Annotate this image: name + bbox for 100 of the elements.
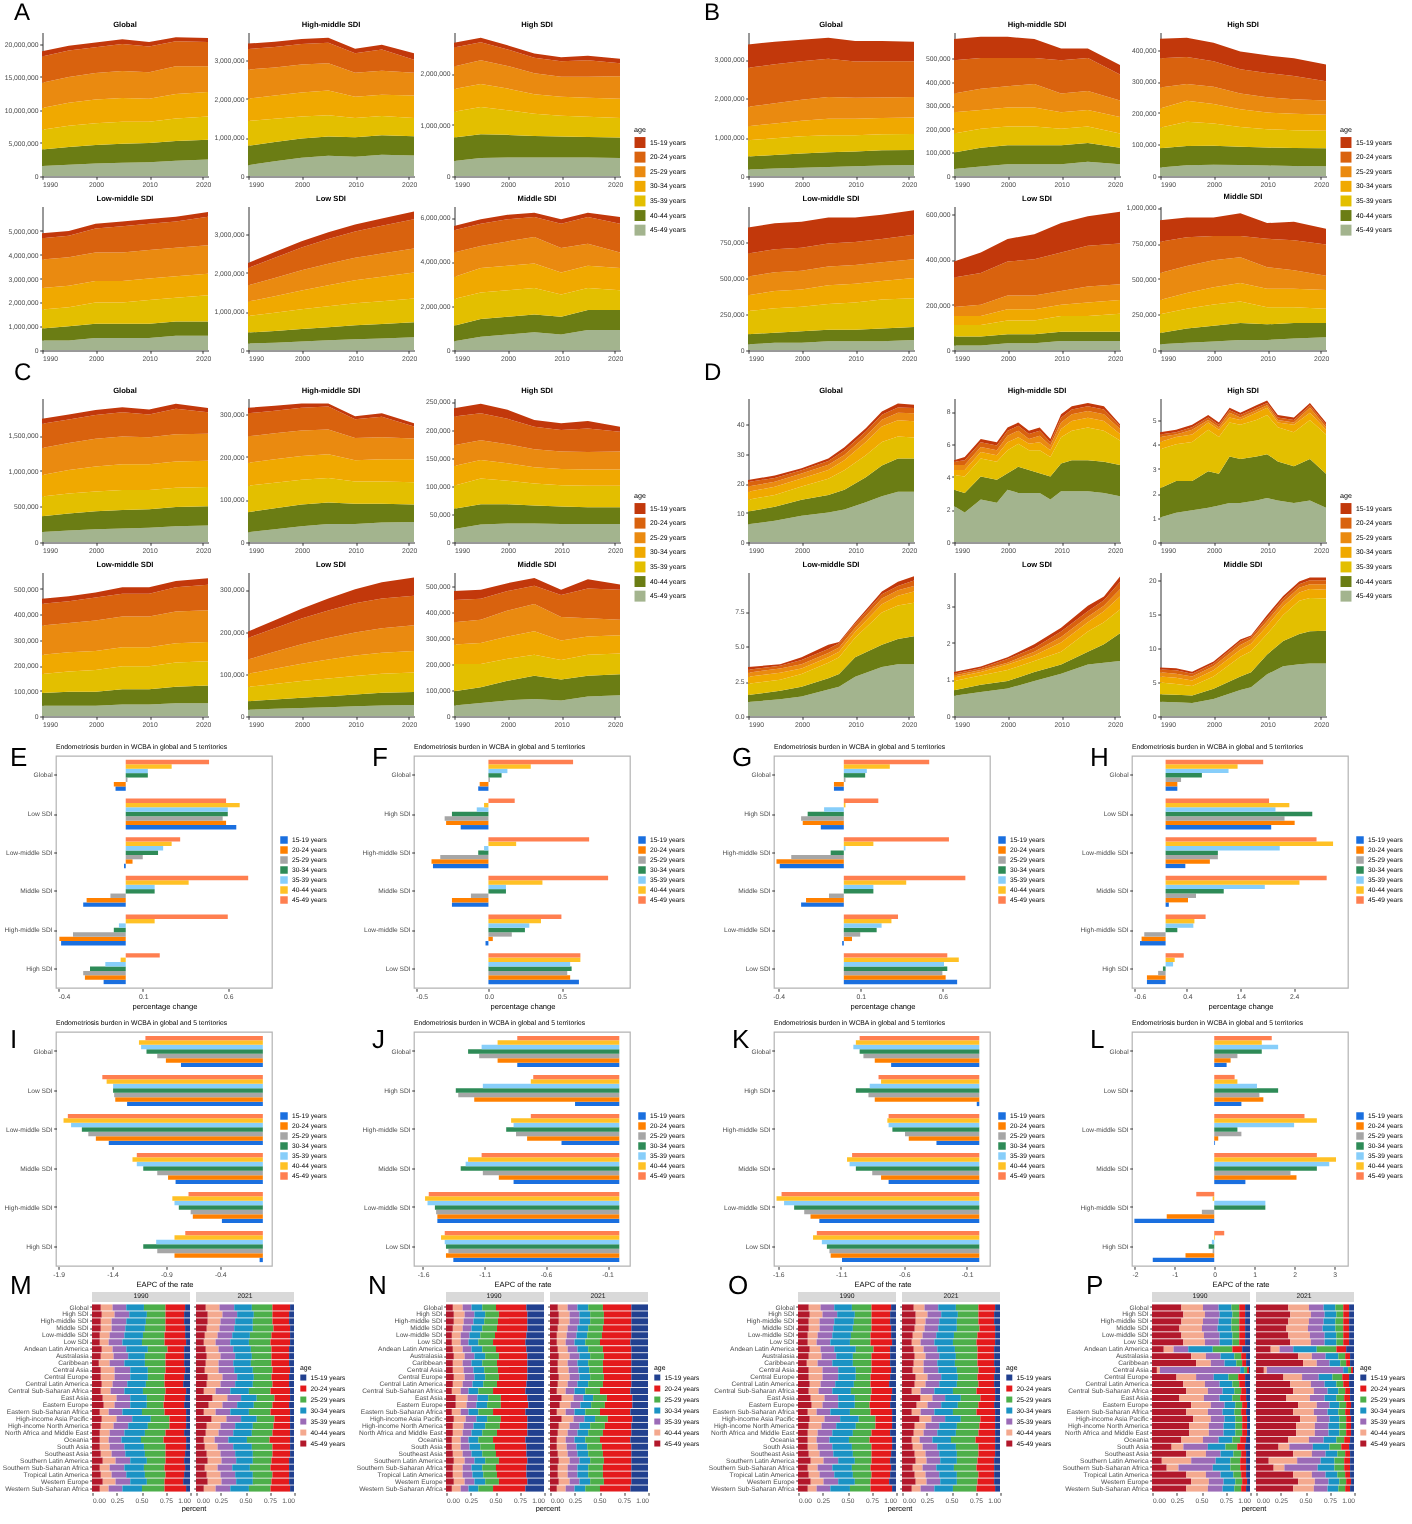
bar [141,1485,165,1492]
bar [92,1464,100,1471]
bar [1214,1097,1264,1102]
bar [556,1381,567,1388]
bar [956,1450,979,1457]
bar [937,1360,955,1367]
bar [630,1450,647,1457]
bar [1240,1408,1246,1415]
bar [450,1485,460,1492]
bar [630,1381,647,1388]
bar [165,1325,186,1332]
bar [251,1443,273,1450]
bar [1185,1387,1207,1395]
bar [497,1478,527,1485]
bar [167,1346,185,1353]
bar [843,957,958,963]
bar [1214,1113,1305,1119]
bar [1333,1457,1344,1464]
bar [1214,1157,1336,1162]
bar [525,1332,543,1339]
bar [99,1443,110,1450]
bar [1180,1304,1202,1311]
bar [573,1436,585,1443]
bar [1321,1325,1335,1332]
bar [952,1387,977,1395]
bar [1255,1415,1300,1422]
bar [150,1415,170,1422]
bar [445,1360,452,1367]
bar [1239,1436,1246,1443]
bar [801,820,843,826]
bar [871,1304,892,1311]
bar [468,1332,480,1339]
bar [823,807,843,812]
bar [837,1311,855,1318]
bar [568,1478,579,1485]
bar [843,837,949,842]
bar [445,1381,452,1388]
bar [576,1471,588,1478]
bar [251,1353,272,1360]
bar [1209,1401,1224,1409]
bar [1196,1191,1215,1197]
bar [556,1360,567,1367]
bar [477,1387,493,1395]
bar [196,1443,205,1450]
bar [555,1485,565,1492]
bar [525,1381,543,1388]
bar [798,1367,809,1374]
bar [463,1478,474,1485]
bar [820,825,843,830]
bar [1218,1381,1232,1388]
bar [524,1408,543,1415]
bar [105,962,126,967]
bar [461,1304,471,1311]
bar [549,1436,556,1443]
bar [838,1457,855,1464]
bar [798,1443,808,1450]
bar [102,1457,116,1464]
bar [577,1367,589,1374]
bar [1230,1318,1239,1325]
bar [218,1360,234,1367]
bar [272,1429,291,1436]
bar [902,1311,916,1318]
bar [956,1381,979,1388]
bar [271,1332,291,1339]
bar [798,1450,809,1457]
bar [818,1387,833,1395]
bar [92,1346,102,1353]
bar [527,1401,543,1409]
bar [1162,1346,1173,1353]
bar [164,1478,184,1485]
bar [524,1339,543,1346]
bar [113,1353,129,1360]
bar [451,1429,462,1436]
text: C [14,358,32,386]
bar [142,1332,165,1339]
bar [470,1429,482,1436]
bar [853,1381,871,1388]
bar [450,1339,460,1346]
bar [525,1304,543,1311]
bar [489,979,580,985]
bar [440,854,490,860]
bar [1241,1429,1247,1436]
bar [481,1325,496,1332]
bar [146,1457,166,1464]
bar [819,1318,835,1325]
bar [141,1436,164,1443]
bar [495,1325,527,1332]
bar [954,1346,978,1353]
bar [890,1457,896,1464]
bar [557,1374,569,1381]
bar [549,1311,558,1318]
bar [549,1471,557,1478]
bar [807,1443,818,1450]
bar [871,1457,891,1464]
bar [1211,1346,1232,1353]
bar [976,1464,995,1471]
bar [871,1429,891,1436]
bar [1326,1387,1338,1395]
bar [590,1401,604,1409]
bar [101,1415,117,1422]
